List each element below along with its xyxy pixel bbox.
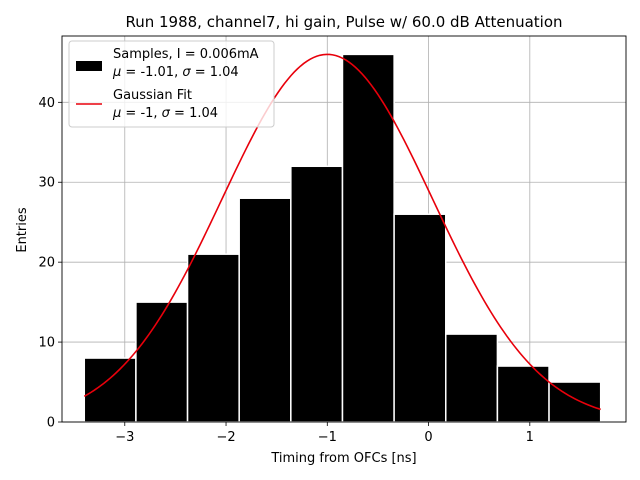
histogram-bar xyxy=(83,357,137,423)
histogram-bar xyxy=(238,197,292,423)
y-tick-label: 20 xyxy=(38,256,55,271)
y-tick-label: 10 xyxy=(38,336,55,351)
histogram-bar xyxy=(290,165,344,423)
x-tick-label: −2 xyxy=(216,430,235,445)
legend: Samples, I = 0.006mA μ = -1.01, σ = 1.04… xyxy=(68,40,275,128)
x-tick-label: −3 xyxy=(115,430,134,445)
chart-title: Run 1988, channel7, hi gain, Pulse w/ 60… xyxy=(125,13,562,31)
histogram-bars xyxy=(83,53,602,423)
x-tick-label: −1 xyxy=(318,430,337,445)
legend-fit-mu-value: = -1, xyxy=(121,106,161,121)
legend-fit-stats: μ = -1, σ = 1.04 xyxy=(112,106,218,121)
legend-fit-sigma-value: = 1.04 xyxy=(170,106,218,121)
y-tick-label: 0 xyxy=(47,416,55,431)
legend-samples-sigma-symbol: σ xyxy=(182,65,191,80)
x-axis-title: Timing from OFCs [ns] xyxy=(270,451,416,466)
legend-fit-mu-symbol: μ xyxy=(112,106,121,121)
histogram-bar xyxy=(186,253,240,423)
legend-fit-label: Gaussian Fit xyxy=(113,88,192,103)
legend-samples-stats: μ = -1.01, σ = 1.04 xyxy=(112,65,239,80)
gaussian-fit-curve xyxy=(83,53,601,411)
x-tick-label: 1 xyxy=(526,430,534,445)
y-tick-label: 40 xyxy=(38,96,55,111)
y-axis-ticks: 0 10 20 30 40 xyxy=(38,96,62,431)
plot-frame xyxy=(61,35,627,423)
legend-box xyxy=(68,40,275,128)
legend-fit-sigma-symbol: σ xyxy=(162,106,171,121)
legend-samples-mu-value: = -1.01, xyxy=(121,65,182,80)
histogram-bar xyxy=(393,213,447,423)
histogram-bar xyxy=(135,301,189,423)
legend-samples-label: Samples, I = 0.006mA xyxy=(113,47,259,62)
legend-samples-sigma-value: = 1.04 xyxy=(191,65,239,80)
y-tick-label: 30 xyxy=(38,176,55,191)
histogram-bar xyxy=(445,333,499,423)
histogram-bar xyxy=(341,53,395,423)
legend-samples-swatch xyxy=(76,61,102,71)
legend-samples-mu-symbol: μ xyxy=(112,65,121,80)
x-tick-label: 0 xyxy=(424,430,432,445)
x-axis-ticks: −3 −2 −1 0 1 xyxy=(115,422,534,445)
y-axis-title: Entries xyxy=(15,207,30,253)
